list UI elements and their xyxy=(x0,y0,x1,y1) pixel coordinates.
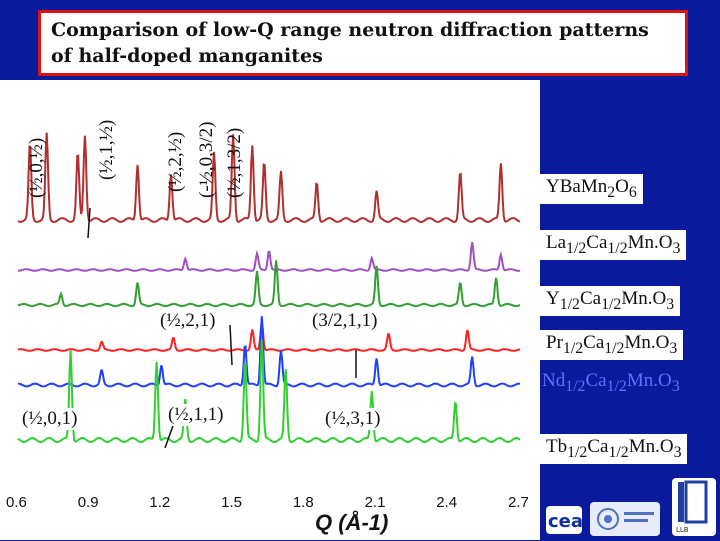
series-line-6 xyxy=(17,339,521,444)
peak-label-5: (½,3,1) xyxy=(325,408,381,430)
x-tick-label: 1.5 xyxy=(221,494,242,511)
diffraction-chart xyxy=(17,132,521,449)
peak-label-v3: (½,2,½) xyxy=(165,131,186,192)
x-axis-label: Q (Å-1) xyxy=(315,510,389,535)
slide-title: Comparison of low-Q range neutron diffra… xyxy=(51,19,649,67)
peak-label-v4: (-½,0,3/2) xyxy=(196,121,217,198)
sample-label-3: Y1/2Ca1/2Mn.O3 xyxy=(540,286,681,316)
series-line-1 xyxy=(17,132,521,223)
sample-label-5: Nd1/2Ca1/2Mn.O3 xyxy=(542,370,680,395)
cnrs-logo xyxy=(590,502,660,536)
x-tick-label: 2.1 xyxy=(364,494,386,511)
plot-area xyxy=(0,80,540,490)
peak-label-4: (½,1,1) xyxy=(168,404,224,426)
cea-logo: cea xyxy=(546,506,583,534)
x-tick-label: 2.4 xyxy=(436,494,458,511)
peak-label-v5: (½,1,3/2) xyxy=(224,127,245,198)
peak-label-3: (½,0,1) xyxy=(22,408,78,430)
peak-label-v2: (½,1,½) xyxy=(96,119,117,180)
svg-text:cea: cea xyxy=(548,511,582,532)
x-tick-label: 1.2 xyxy=(149,494,171,511)
peak-label-1: (½,2,1) xyxy=(160,310,216,332)
x-tick-label: 0.9 xyxy=(77,494,99,511)
sample-label-6: Tb1/2Ca1/2Mn.O3 xyxy=(540,434,688,464)
pointer-arrow-1 xyxy=(87,207,91,239)
x-tick-label: 1.8 xyxy=(292,494,314,511)
series-line-2 xyxy=(17,242,521,272)
pointer-arrow-2 xyxy=(229,324,233,366)
x-tick-label: 2.7 xyxy=(508,494,529,511)
sample-label-1: YBaMn2O6 xyxy=(540,174,643,204)
series-line-4 xyxy=(17,322,521,352)
title-box: Comparison of low-Q range neutron diffra… xyxy=(38,10,688,76)
series-line-3 xyxy=(17,260,521,308)
x-tick-label: 0.6 xyxy=(6,494,27,511)
institute-logo: LLB xyxy=(672,478,716,536)
sample-label-4: Pr1/2Ca1/2Mn.O3 xyxy=(540,330,684,360)
peak-label-2: (3/2,1,1) xyxy=(312,310,378,332)
series-line-5 xyxy=(18,316,521,388)
svg-text:LLB: LLB xyxy=(676,526,689,534)
peak-label-v1: (½,0,½) xyxy=(26,137,47,198)
sample-label-2: La1/2Ca1/2Mn.O3 xyxy=(540,230,687,260)
x-axis-band xyxy=(0,490,540,540)
